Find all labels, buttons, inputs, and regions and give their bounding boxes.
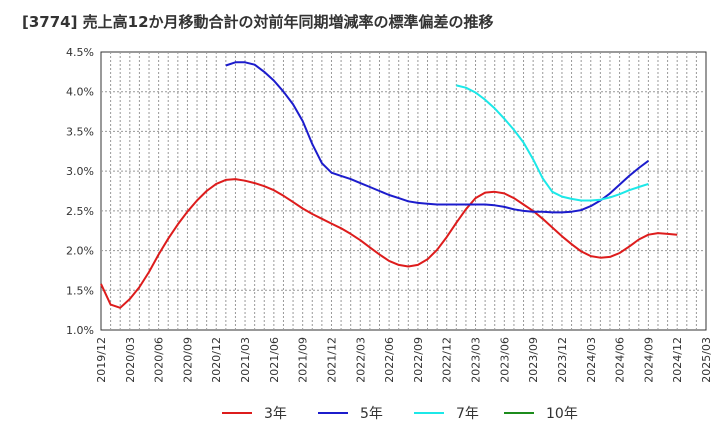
legend-label-5年: 5年 [360,406,383,422]
x-tick-label: 2020/09 [181,337,194,383]
x-tick-label: 2020/03 [124,337,137,383]
x-tick-label: 2025/03 [700,337,713,383]
x-tick-label: 2022/12 [441,337,454,383]
x-tick-label: 2020/06 [153,337,166,383]
x-tick-label: 2023/09 [527,337,540,383]
x-tick-label: 2023/03 [470,337,483,383]
series-line-7年 [456,84,649,202]
x-tick-label: 2022/09 [412,337,425,383]
axes: 1.0% 1.5% 2.0% 2.5% 3.0% 3.5% 4.0% 4.5% 2019/12 2… [66,46,713,383]
y-tick-label: 4.5% [66,46,94,59]
legend: 3年 5年 7年 10年 [222,406,578,422]
series-line-5年 [225,61,649,214]
series-line-3年 [100,178,678,309]
x-tick-label: 2024/03 [585,337,598,383]
y-tick-label: 1.5% [66,284,94,297]
y-tick-label: 4.0% [66,86,94,99]
x-tick-label: 2019/12 [95,337,108,383]
x-tick-label: 2021/12 [325,337,338,383]
series-lines [100,61,678,309]
x-tick-label: 2024/09 [642,337,655,383]
x-tick-label: 2021/06 [268,337,281,383]
y-tick-label: 3.5% [66,125,94,138]
x-tick-label: 2023/12 [556,337,569,383]
y-tick-label: 1.0% [66,324,94,337]
x-tick-label: 2024/12 [671,337,684,383]
legend-label-7年: 7年 [456,406,479,422]
y-tick-label: 2.0% [66,245,94,258]
x-tick-label: 2022/03 [354,337,367,383]
x-tick-label: 2021/09 [297,337,310,383]
y-tick-label: 3.0% [66,165,94,178]
plot-area [100,51,707,331]
grid-lines [101,52,706,330]
legend-label-3年: 3年 [264,406,287,422]
x-tick-label: 2023/06 [498,337,511,383]
x-tick-label: 2021/03 [239,337,252,383]
x-tick-label: 2024/06 [614,337,627,383]
x-tick-label: 2022/06 [383,337,396,383]
x-tick-label: 2020/12 [210,337,223,383]
chart-title: [3774] 売上高12か月移動合計の対前年同期増減率の標準偏差の推移 [22,13,494,31]
y-tick-label: 2.5% [66,205,94,218]
legend-label-10年: 10年 [546,406,578,422]
